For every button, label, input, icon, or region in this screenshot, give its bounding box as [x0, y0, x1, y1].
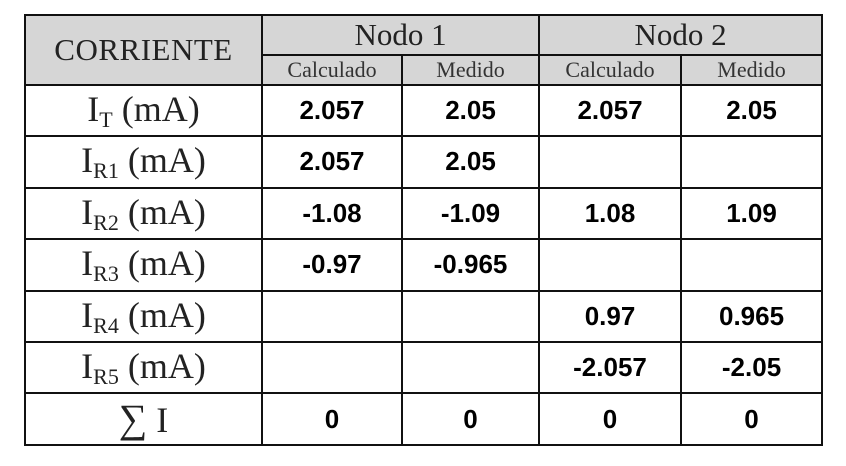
- row-label-ir4: IR4 (mA): [24, 289, 263, 343]
- table-row: IR3 (mA) -0.97 -0.965: [24, 238, 824, 292]
- corriente-header: CORRIENTE: [24, 14, 263, 86]
- row-label-sum: ∑ I: [24, 392, 263, 446]
- value-cell: 1.08: [538, 186, 683, 241]
- nodo-2-header: Nodo 2: [538, 13, 824, 57]
- value-cell: 0.97: [538, 289, 683, 343]
- value-cell: 0: [400, 392, 541, 446]
- value-cell: 0.965: [680, 289, 824, 343]
- sigma-icon: ∑: [118, 395, 148, 441]
- value-cell: -0.97: [261, 238, 403, 292]
- value-cell: [680, 238, 824, 292]
- value-cell: [538, 238, 683, 292]
- current-table: CORRIENTE Nodo 1 Nodo 2 Calculado Medido…: [24, 13, 824, 446]
- value-cell: 2.057: [538, 83, 683, 138]
- value-cell: -2.05: [680, 340, 824, 395]
- row-label-ir1: IR1 (mA): [24, 135, 263, 189]
- value-cell: [538, 135, 683, 189]
- value-cell: [261, 289, 403, 343]
- subheader-nodo2-medido: Medido: [680, 54, 824, 86]
- value-cell: 2.05: [400, 135, 541, 189]
- table-row: ∑ I 0 0 0 0: [24, 392, 824, 446]
- table-row: IR1 (mA) 2.057 2.05: [24, 135, 824, 189]
- value-cell: -0.965: [400, 238, 541, 292]
- table-row: IR2 (mA) -1.08 -1.09 1.08 1.09: [24, 186, 824, 241]
- row-label-ir2: IR2 (mA): [24, 186, 263, 241]
- value-cell: 2.05: [680, 83, 824, 138]
- value-cell: [261, 340, 403, 395]
- value-cell: [680, 135, 824, 189]
- value-cell: -2.057: [538, 340, 683, 395]
- value-cell: 2.057: [261, 83, 403, 138]
- subheader-nodo2-calculado: Calculado: [538, 54, 683, 86]
- nodo-1-header: Nodo 1: [260, 13, 541, 57]
- value-cell: [400, 340, 541, 395]
- value-cell: [400, 289, 541, 343]
- value-cell: 2.05: [400, 83, 541, 138]
- value-cell: 0: [680, 392, 824, 446]
- table-row: IR5 (mA) -2.057 -2.05: [24, 340, 824, 395]
- value-cell: 1.09: [680, 186, 824, 241]
- row-label-ir3: IR3 (mA): [24, 238, 263, 292]
- subheader-nodo1-calculado: Calculado: [261, 54, 403, 86]
- value-cell: -1.08: [261, 186, 403, 241]
- subheader-nodo1-medido: Medido: [400, 54, 541, 86]
- value-cell: -1.09: [400, 186, 541, 241]
- value-cell: 2.057: [261, 135, 403, 189]
- row-label-it: IT (mA): [24, 83, 263, 138]
- row-label-ir5: IR5 (mA): [24, 340, 263, 395]
- value-cell: 0: [261, 392, 403, 446]
- table-row: IT (mA) 2.057 2.05 2.057 2.05: [24, 83, 824, 138]
- table-row: IR4 (mA) 0.97 0.965: [24, 289, 824, 343]
- value-cell: 0: [538, 392, 683, 446]
